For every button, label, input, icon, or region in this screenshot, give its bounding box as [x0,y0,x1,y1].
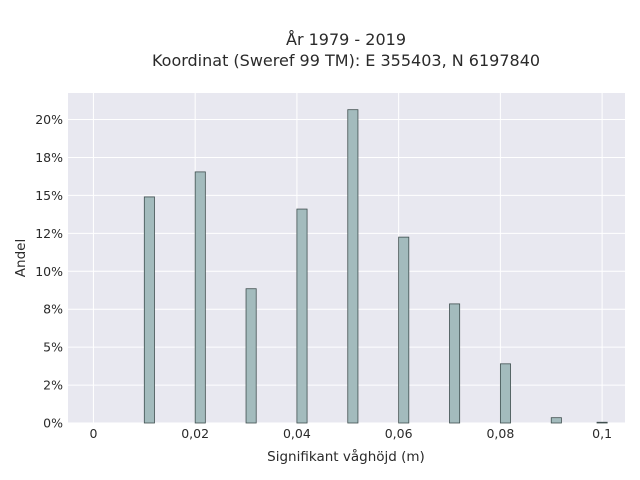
y-tick-label: 0% [43,416,63,431]
y-axis-label: Andel [13,239,29,277]
histogram-bar [550,417,562,424]
y-tick-label: 18% [35,150,63,165]
y-tick-label: 5% [43,340,63,355]
histogram-bar [194,171,206,424]
histogram-bar [596,421,608,424]
chart-title-line-2: Koordinat (Sweref 99 TM): E 355403, N 61… [152,51,540,70]
histogram-bar [143,196,155,424]
x-tick-label: 0,02 [181,426,209,441]
x-axis-label: Signifikant våghöjd (m) [267,448,425,465]
histogram-bar [449,303,461,424]
x-tick-label: 0,08 [486,426,514,441]
histogram-bar [398,236,410,424]
x-tick-label: 0 [89,426,97,441]
x-tick-label: 0,06 [385,426,413,441]
histogram-bar [499,363,511,424]
histogram-bar [347,109,359,424]
y-tick-label: 15% [35,188,63,203]
chart-title-line-1: År 1979 - 2019 [286,30,406,49]
x-tick-label: 0,1 [592,426,612,441]
y-tick-label: 12% [35,226,63,241]
plot-area [68,93,625,423]
y-tick-label: 20% [35,112,63,127]
y-tick-label: 2% [43,378,63,393]
histogram-bar [245,288,257,424]
bars [143,109,608,424]
histogram-bar [296,208,308,424]
x-tick-label: 0,04 [283,426,311,441]
y-tick-label: 8% [43,302,63,317]
y-tick-label: 10% [35,264,63,279]
tick-labels: 0% 2% 5% 8% 10% 12% 15% 18% 20% 0 0,02 0,04 0,06 0,08… [35,112,612,441]
